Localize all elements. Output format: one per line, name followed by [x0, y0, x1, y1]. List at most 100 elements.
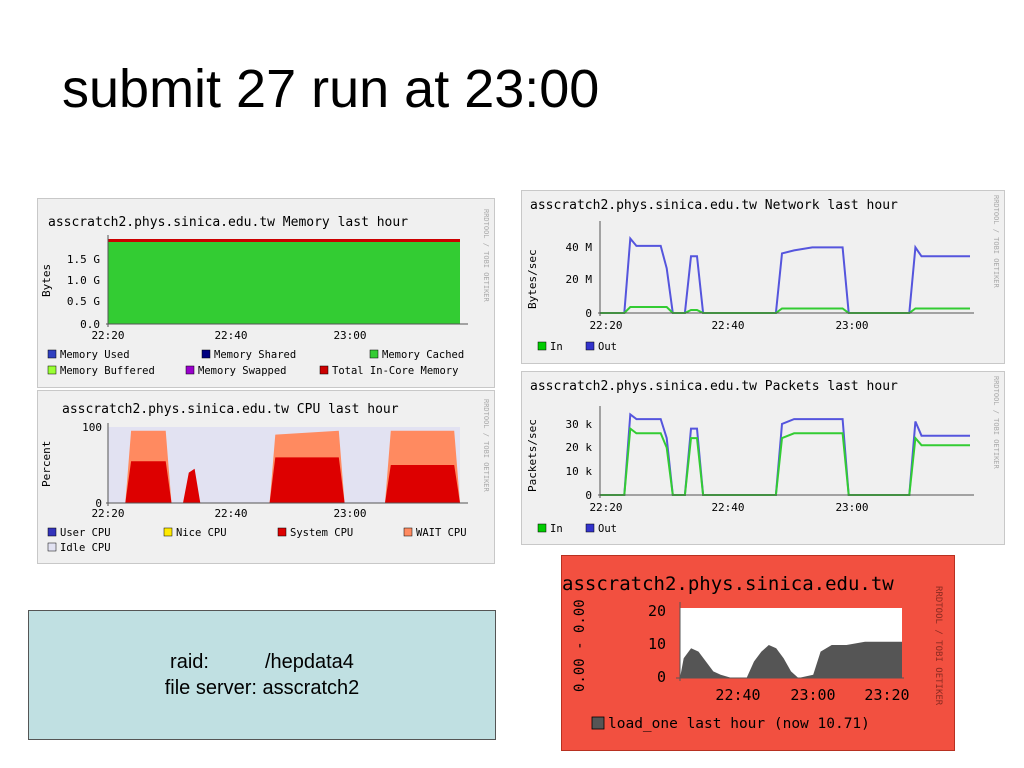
memory-ytick: 0.5 G	[67, 295, 100, 308]
legend-swatch	[47, 349, 57, 359]
load-graph: asscratch2.phys.sinica.edu.tw 0.00 - 0.0…	[562, 573, 943, 732]
packets-graph: asscratch2.phys.sinica.edu.tw Packets la…	[526, 376, 1000, 535]
raid-label: raid:	[170, 651, 209, 673]
cpu-areas	[108, 430, 460, 503]
cpu-y-label: Percent	[40, 441, 53, 487]
memory-graph: asscratch2.phys.sinica.edu.tw Memory las…	[40, 209, 490, 377]
load-one-area	[680, 641, 902, 678]
legend-swatch	[585, 523, 595, 533]
memory-ytick: 1.0 G	[67, 274, 100, 287]
legend-swatch	[163, 527, 173, 537]
network-ytick: 20 M	[566, 273, 593, 286]
network-y-label: Bytes/sec	[526, 249, 539, 309]
legend-label: Memory Buffered	[60, 365, 155, 377]
legend-swatch	[47, 527, 57, 537]
slide-title: submit 27 run at 23:00	[62, 59, 600, 119]
rrdtool-watermark: RRDTOOL / TOBI OETIKER	[933, 586, 943, 706]
packets-lines	[600, 412, 970, 496]
legend-swatch	[591, 716, 605, 730]
network-lines	[600, 235, 970, 314]
network-xtick: 22:20	[589, 319, 622, 332]
rrdtool-watermark: RRDTOOL / TOBI OETIKER	[482, 209, 490, 303]
network-out-line	[600, 235, 970, 314]
legend-label: Out	[598, 523, 617, 535]
packets-graph-panel: asscratch2.phys.sinica.edu.tw Packets la…	[521, 371, 1005, 545]
cpu-xtick: 22:20	[91, 507, 124, 520]
memory-graph-title: asscratch2.phys.sinica.edu.tw Memory las…	[48, 215, 408, 230]
network-in-line	[600, 306, 970, 314]
memory-graph-panel: asscratch2.phys.sinica.edu.tw Memory las…	[37, 198, 495, 388]
info-box: raid: /hepdata4 file server: asscratch2	[28, 610, 496, 740]
cpu-xtick: 23:00	[333, 507, 366, 520]
memory-ytick: 0.0	[80, 318, 100, 331]
memory-y-label: Bytes	[40, 264, 53, 297]
legend-label: Nice CPU	[176, 527, 227, 539]
packets-ytick: 20 k	[566, 441, 593, 454]
memory-xtick: 23:00	[333, 329, 366, 342]
legend-swatch	[537, 523, 547, 533]
raid-value: /hepdata4	[264, 651, 354, 673]
legend-swatch	[201, 349, 211, 359]
cpu-graph-panel: asscratch2.phys.sinica.edu.tw CPU last h…	[37, 390, 495, 564]
legend-label: System CPU	[290, 527, 353, 539]
packets-xtick: 22:20	[589, 501, 622, 514]
network-legend: In Out	[537, 341, 617, 353]
memory-incore-line	[108, 239, 460, 242]
load-xtick: 23:20	[864, 686, 909, 704]
legend-label: WAIT CPU	[416, 527, 467, 539]
fileserver-line: file server: asscratch2	[29, 675, 495, 701]
packets-xtick: 22:40	[711, 501, 744, 514]
legend-label: Memory Cached	[382, 349, 464, 361]
rrdtool-watermark: RRDTOOL / TOBI OETIKER	[992, 376, 1000, 470]
legend-swatch	[537, 341, 547, 351]
memory-xtick: 22:40	[214, 329, 247, 342]
load-xtick: 22:40	[715, 686, 760, 704]
legend-swatch	[585, 341, 595, 351]
memory-legend: Memory Used Memory Shared Memory Cached …	[47, 349, 464, 377]
load-area	[680, 641, 902, 678]
rrdtool-watermark: RRDTOOL / TOBI OETIKER	[992, 195, 1000, 289]
legend-label: User CPU	[60, 527, 111, 539]
rrdtool-watermark: RRDTOOL / TOBI OETIKER	[482, 399, 490, 493]
legend-label: Memory Shared	[214, 349, 296, 361]
network-xtick: 23:00	[835, 319, 868, 332]
legend-swatch	[47, 365, 57, 375]
load-graph-title: asscratch2.phys.sinica.edu.tw	[562, 573, 894, 595]
legend-label: In	[550, 341, 563, 353]
packets-in-line	[600, 426, 970, 496]
cpu-ytick: 100	[82, 421, 102, 434]
network-graph-title: asscratch2.phys.sinica.edu.tw Network la…	[530, 198, 898, 213]
load-graph-panel: asscratch2.phys.sinica.edu.tw 0.00 - 0.0…	[561, 555, 955, 751]
legend-swatch	[277, 527, 287, 537]
cpu-legend: User CPU Nice CPU System CPU WAIT CPU Id…	[47, 527, 467, 554]
legend-swatch	[319, 365, 329, 375]
raid-line: raid: /hepdata4	[29, 649, 495, 675]
cpu-ytick: 0	[95, 497, 102, 510]
network-xtick: 22:40	[711, 319, 744, 332]
cpu-graph: asscratch2.phys.sinica.edu.tw CPU last h…	[40, 399, 490, 554]
legend-swatch	[403, 527, 413, 537]
legend-swatch	[47, 542, 57, 552]
legend-label: load_one last hour (now 10.71)	[608, 716, 870, 732]
fileserver-label: file server:	[164, 677, 257, 699]
memory-ytick: 1.5 G	[67, 253, 100, 266]
packets-xtick: 23:00	[835, 501, 868, 514]
legend-label: Out	[598, 341, 617, 353]
cpu-system-area	[108, 457, 460, 503]
load-ytick: 20	[648, 602, 666, 620]
load-xtick: 23:00	[790, 686, 835, 704]
legend-swatch	[185, 365, 195, 375]
legend-label: In	[550, 523, 563, 535]
packets-y-label: Packets/sec	[526, 419, 539, 492]
memory-xtick: 22:20	[91, 329, 124, 342]
packets-ytick: 10 k	[566, 465, 593, 478]
cpu-graph-title: asscratch2.phys.sinica.edu.tw CPU last h…	[62, 402, 399, 417]
legend-label: Total In-Core Memory	[332, 365, 458, 377]
memory-cached-area	[108, 239, 460, 324]
cpu-xtick: 22:40	[214, 507, 247, 520]
network-graph: asscratch2.phys.sinica.edu.tw Network la…	[526, 195, 1000, 353]
packets-graph-title: asscratch2.phys.sinica.edu.tw Packets la…	[530, 379, 898, 394]
network-graph-panel: asscratch2.phys.sinica.edu.tw Network la…	[521, 190, 1005, 364]
network-ytick: 0	[585, 307, 592, 320]
legend-label: Idle CPU	[60, 542, 111, 554]
